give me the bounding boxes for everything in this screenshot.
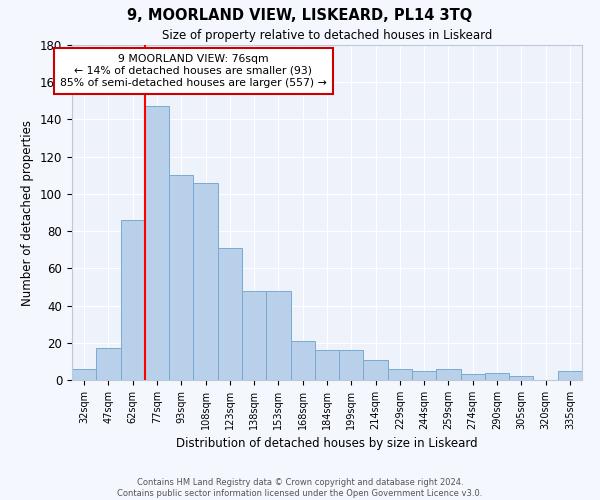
Title: Size of property relative to detached houses in Liskeard: Size of property relative to detached ho…	[162, 30, 492, 43]
Bar	[121, 220, 145, 380]
Bar	[339, 350, 364, 380]
X-axis label: Distribution of detached houses by size in Liskeard: Distribution of detached houses by size …	[176, 438, 478, 450]
Bar	[364, 360, 388, 380]
Text: 9 MOORLAND VIEW: 76sqm
← 14% of detached houses are smaller (93)
85% of semi-det: 9 MOORLAND VIEW: 76sqm ← 14% of detached…	[60, 54, 327, 88]
Bar	[558, 370, 582, 380]
Bar	[290, 341, 315, 380]
Bar	[388, 369, 412, 380]
Bar	[72, 369, 96, 380]
Bar	[509, 376, 533, 380]
Text: Contains HM Land Registry data © Crown copyright and database right 2024.
Contai: Contains HM Land Registry data © Crown c…	[118, 478, 482, 498]
Bar	[145, 106, 169, 380]
Bar	[266, 290, 290, 380]
Bar	[436, 369, 461, 380]
Bar	[169, 176, 193, 380]
Bar	[485, 372, 509, 380]
Bar	[461, 374, 485, 380]
Y-axis label: Number of detached properties: Number of detached properties	[22, 120, 34, 306]
Bar	[315, 350, 339, 380]
Bar	[218, 248, 242, 380]
Bar	[193, 182, 218, 380]
Bar	[242, 290, 266, 380]
Bar	[96, 348, 121, 380]
Text: 9, MOORLAND VIEW, LISKEARD, PL14 3TQ: 9, MOORLAND VIEW, LISKEARD, PL14 3TQ	[127, 8, 473, 22]
Bar	[412, 370, 436, 380]
